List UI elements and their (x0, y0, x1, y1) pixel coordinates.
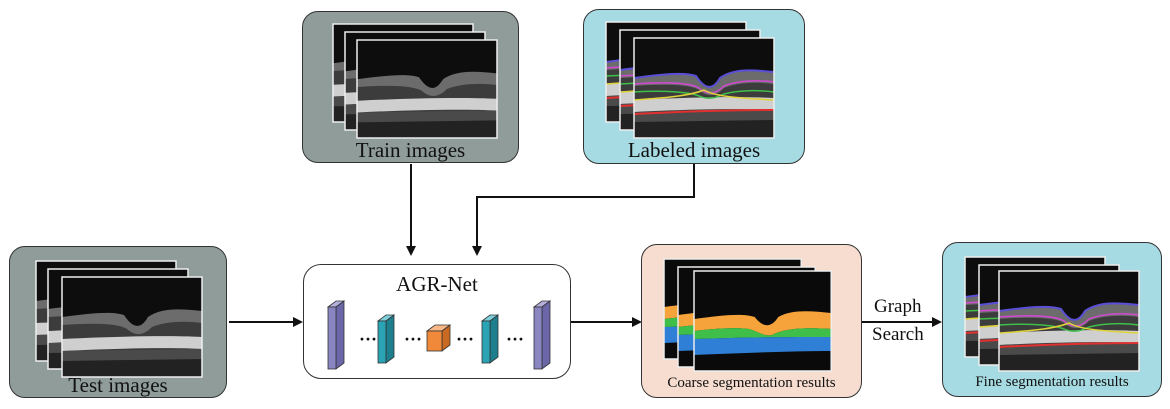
labeled-image-stack (584, 10, 806, 165)
network-layers: ··· ··· ··· ··· (326, 300, 552, 370)
train-images-panel: Train images (302, 11, 519, 163)
layer-purple-right (532, 300, 552, 370)
ellipsis-3: ··· (456, 329, 474, 349)
test-images-label: Test images (68, 373, 168, 397)
fine-seg-stack (943, 243, 1163, 398)
fine-segmentation-label: Fine segmentation results (975, 374, 1129, 390)
coarse-segmentation-panel: Coarse segmentation results (641, 244, 862, 398)
layer-teal-left (376, 314, 396, 364)
search-label: Search (872, 324, 924, 345)
ellipsis-4: ··· (506, 329, 524, 349)
labeled-images-panel: Labeled images (583, 9, 805, 164)
train-images-label: Train images (355, 138, 466, 162)
arrow-labeled-to-net (472, 164, 695, 256)
coarse-seg-stack (663, 258, 832, 372)
graph-label: Graph (874, 296, 922, 317)
ellipsis-1: ··· (359, 329, 377, 349)
layer-teal-right (480, 314, 500, 364)
ellipsis-2: ··· (404, 329, 422, 349)
layer-orange-center (425, 324, 452, 352)
fine-segmentation-panel: Fine segmentation results (942, 242, 1162, 397)
train-image-stack (332, 23, 498, 139)
agr-net-panel: AGR-Net ··· ··· ··· ··· (303, 264, 571, 379)
test-images-panel: Test images (9, 246, 227, 398)
test-image-stack (35, 260, 203, 378)
agr-net-label: AGR-Net (396, 272, 478, 296)
labeled-images-label: Labeled images (627, 138, 761, 162)
coarse-segmentation-label: Coarse segmentation results (667, 375, 836, 391)
layer-purple-left (326, 300, 346, 370)
